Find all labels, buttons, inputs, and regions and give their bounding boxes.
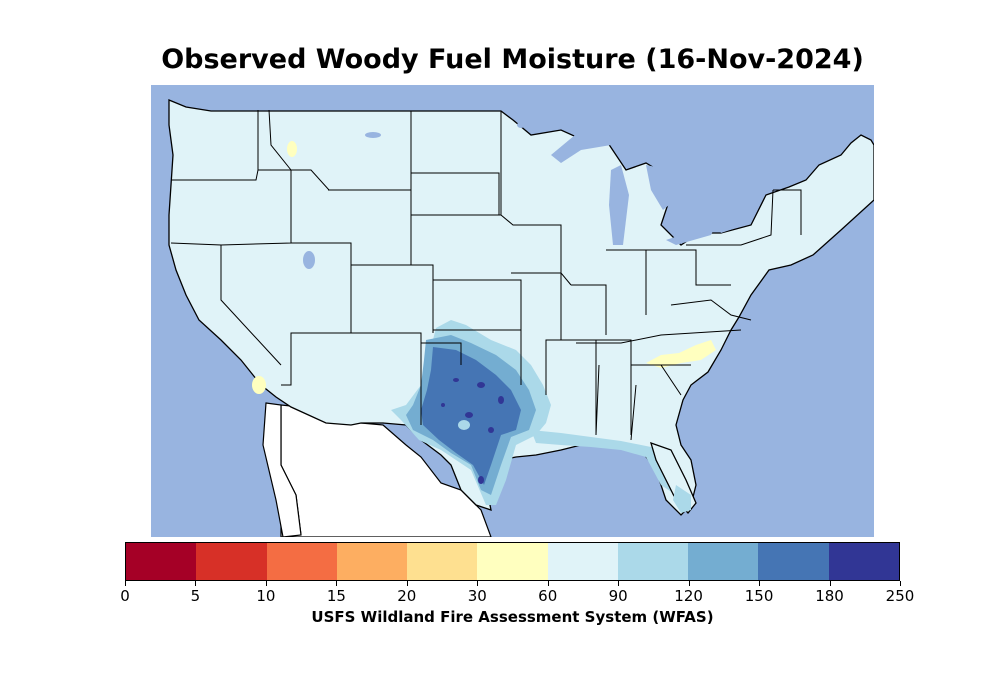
colorbar-tick-label: 90	[598, 581, 638, 605]
state-line	[561, 339, 632, 435]
colorbar-tick-label: 60	[528, 581, 568, 605]
state-line	[433, 279, 522, 331]
colorbar-bin	[758, 543, 829, 580]
colorbar-bin	[266, 543, 337, 580]
colorbar-bin	[828, 543, 899, 580]
colorbar-bin	[547, 543, 618, 580]
state-line	[170, 242, 282, 366]
texas-peaks-180-250	[441, 378, 504, 484]
gulf-coast-margin	[531, 430, 681, 495]
lakes	[303, 122, 751, 269]
colorbar-bin	[336, 543, 408, 580]
texas-peak	[465, 412, 473, 418]
map-title: Observed Woody Fuel Moisture (16-Nov-202…	[161, 44, 864, 75]
state-line	[576, 329, 742, 344]
lake-mn	[517, 122, 525, 128]
state-line	[220, 109, 292, 246]
texas-peak	[488, 427, 494, 433]
dry-spot-tennessee	[646, 340, 716, 368]
state-line	[291, 242, 352, 333]
colorbar-label: USFS Wildland Fire Assessment System (WF…	[311, 608, 714, 626]
colorbar-tick-label: 0	[105, 581, 145, 605]
texas-peak	[477, 382, 485, 388]
colorbar-ticks: 0 5 10 15 20 30 60 90 120 150 180 250	[120, 581, 914, 611]
colorbar-bin	[407, 543, 478, 580]
state-line	[646, 249, 731, 286]
colorbar-tick-label: 5	[175, 581, 215, 605]
great-salt-lake	[303, 251, 315, 269]
colorbar-bin	[688, 543, 759, 580]
colorbar-bin	[477, 543, 548, 580]
lake-erie	[666, 225, 716, 245]
lake-ontario	[716, 215, 751, 233]
state-line	[351, 264, 434, 333]
colorbar-bin	[617, 543, 689, 580]
texas-peak	[498, 396, 504, 404]
lake-superior	[551, 125, 631, 163]
texas-peak	[453, 378, 459, 382]
colorbar-tick-label: 120	[669, 581, 709, 605]
colorbar-tick-label: 20	[387, 581, 427, 605]
colorbar-tick-label: 10	[246, 581, 286, 605]
state-line	[670, 299, 752, 321]
lake-huron	[646, 165, 681, 210]
state-line	[595, 364, 637, 441]
colorbar	[125, 542, 900, 581]
state-line	[686, 189, 802, 246]
state-line	[500, 111, 572, 286]
texas-peak	[478, 476, 484, 484]
colorbar-tick-label: 150	[739, 581, 779, 605]
lake-ok	[365, 132, 381, 138]
colorbar-tick-label: 180	[810, 581, 850, 605]
colorbar-tick-label: 15	[316, 581, 356, 605]
dry-spot-montana	[287, 141, 297, 157]
lake-michigan	[609, 165, 629, 245]
baja-peninsula	[262, 402, 302, 537]
colorbar-tick-label: 30	[457, 581, 497, 605]
colorbar-tick-label: 250	[880, 581, 920, 605]
colorbar-bin	[196, 543, 267, 580]
state-boundaries	[170, 109, 802, 441]
dry-spot-california	[252, 376, 266, 394]
fuel-moisture-map	[151, 85, 874, 537]
state-line	[410, 111, 500, 215]
state-line	[421, 330, 522, 385]
state-line	[351, 332, 422, 425]
state-line	[631, 364, 691, 396]
colorbar-bin	[126, 543, 197, 580]
texas-peak	[441, 403, 445, 407]
state-line	[281, 332, 351, 386]
florida-tip-margin	[673, 485, 691, 513]
texas-margin-patch	[458, 420, 470, 430]
